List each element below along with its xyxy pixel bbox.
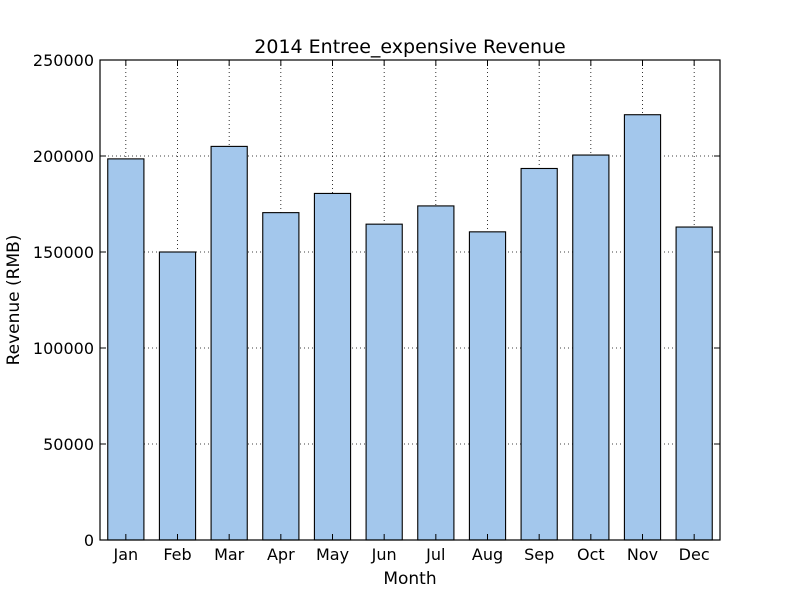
x-tick-label: Mar — [214, 545, 245, 564]
y-tick-label: 50000 — [43, 435, 94, 454]
tick-marks — [100, 59, 720, 541]
y-tick-label: 150000 — [33, 243, 94, 262]
bar-mar — [210, 145, 248, 541]
bar-feb — [158, 251, 197, 541]
bar-jun — [365, 223, 403, 541]
bar-sep — [520, 167, 558, 541]
x-tick-label: Dec — [679, 545, 710, 564]
bar-jul — [417, 205, 455, 541]
plot-frame — [99, 59, 721, 541]
y-tick-label: 200000 — [33, 147, 94, 166]
bar-apr — [262, 212, 300, 541]
bar-dec — [675, 226, 713, 541]
y-tick-labels: 0 50000 100000 150000 200000 250000 — [33, 51, 94, 550]
y-axis-label: Revenue (RMB) — [4, 235, 24, 366]
bar-aug — [468, 231, 507, 541]
chart-title: 2014 Entree_expensive Revenue — [254, 36, 565, 58]
x-tick-label: Jan — [112, 545, 138, 564]
x-tick-label: Oct — [577, 545, 605, 564]
x-tick-label: Apr — [267, 545, 295, 564]
y-tick-label: 250000 — [33, 51, 94, 70]
x-tick-label: Nov — [627, 545, 658, 564]
y-tick-label: 100000 — [33, 339, 94, 358]
x-tick-labels: Jan Feb Mar Apr May Jun Jul Aug Sep Oct Nov Dec — [112, 545, 709, 564]
x-tick-label: Sep — [524, 545, 554, 564]
bar-may — [313, 192, 352, 541]
bar-nov — [623, 114, 662, 541]
bar-jan — [107, 158, 145, 541]
bar-oct — [572, 154, 610, 541]
x-tick-label: Jul — [425, 545, 445, 564]
x-tick-label: Feb — [163, 545, 191, 564]
x-axis-label: Month — [383, 569, 436, 589]
x-tick-label: Jun — [371, 545, 397, 564]
y-tick-label: 0 — [84, 531, 94, 550]
x-tick-label: Aug — [472, 545, 503, 564]
bars — [107, 114, 713, 541]
x-tick-label: May — [316, 545, 349, 564]
